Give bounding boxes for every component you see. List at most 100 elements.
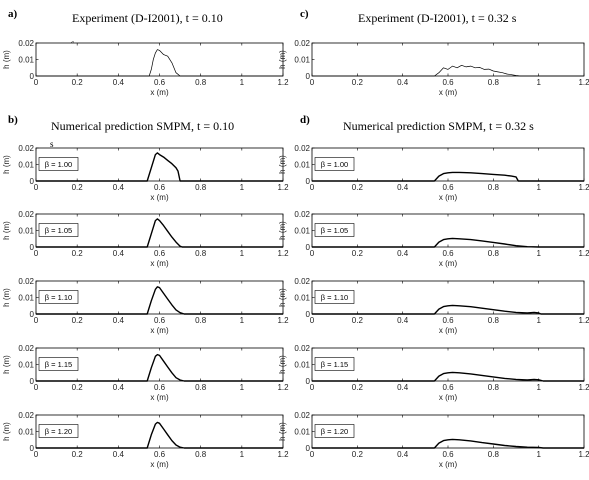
heading-d: d) Numerical prediction SMPM, t = 0.32 s (300, 114, 534, 133)
x-tick-label: 1 (536, 183, 541, 192)
annotation-box (38, 223, 79, 237)
annotation-box (38, 357, 79, 371)
y-tick-label: 0 (30, 243, 35, 252)
plot-a: 0 0.2 0.4 0.6 0.8 1 1.2 0 0.01 0.02 x (m) h (m) (2, 39, 289, 97)
x-tick-label: 0.8 (195, 316, 207, 325)
x-tick-label: 0.4 (397, 78, 409, 87)
series-line (312, 237, 584, 248)
y-tick-label: 0.01 (294, 294, 310, 303)
x-tick-label: 0.6 (442, 78, 454, 87)
y-tick-label: 0.01 (18, 294, 34, 303)
x-tick-label: 0.4 (397, 316, 409, 325)
plot-b2: 0 0.2 0.4 0.6 0.8 1 1.2 0 0.01 0.02 x (m) h (m) β = … (2, 210, 289, 268)
x-tick-label: 0 (310, 183, 315, 192)
x-tick-label: 0.8 (488, 383, 500, 392)
series-line (312, 371, 584, 382)
y-tick-label: 0 (30, 310, 35, 319)
plot-frame (311, 147, 585, 182)
annotation-box (314, 223, 355, 237)
y-tick-label: 0.01 (294, 56, 310, 65)
series-line (312, 64, 584, 77)
y-tick-label: 0.01 (18, 361, 34, 370)
plot-d2: 0 0.2 0.4 0.6 0.8 1 1.2 0 0.01 0.02 x (m) h (m) β = … (278, 210, 589, 268)
y-axis-label: h (m) (278, 355, 287, 374)
x-tick-label: 0 (310, 316, 315, 325)
x-tick-label: 1.2 (277, 183, 289, 192)
y-tick-label: 0.02 (294, 344, 310, 353)
x-tick-label: 0.2 (352, 183, 364, 192)
y-axis-label: h (m) (278, 50, 287, 69)
y-tick-label: 0.02 (18, 411, 34, 420)
y-tick-label: 0.02 (18, 39, 34, 48)
y-tick-label: 0 (306, 72, 311, 81)
x-tick-label: 0.4 (113, 78, 125, 87)
y-tick-label: 0 (30, 72, 35, 81)
x-tick-label: 1 (536, 450, 541, 459)
x-axis-label: x (m) (439, 326, 458, 335)
y-axis-label: h (m) (278, 221, 287, 240)
panel-letter-b: b) (8, 114, 18, 126)
y-tick-label: 0.02 (18, 144, 34, 153)
x-tick-label: 1.2 (277, 249, 289, 258)
plots: 0 0.2 0.4 0.6 0.8 1 1.2 0 0.01 0.02 x (m) h (m) 0 0.2… (2, 39, 589, 469)
y-tick-label: 0.01 (18, 56, 34, 65)
x-tick-label: 0.6 (442, 316, 454, 325)
x-tick-label: 0 (310, 450, 315, 459)
panel-title-c: Experiment (D-I2001), t = 0.32 s (358, 11, 517, 25)
y-tick-label: 0 (306, 177, 311, 186)
heading-a: a) Experiment (D-I2001), t = 0.10 s (8, 8, 223, 48)
x-tick-label: 0.4 (113, 383, 125, 392)
y-tick-label: 0.01 (18, 428, 34, 437)
x-tick-label: 0.8 (195, 383, 207, 392)
series-line (36, 353, 283, 382)
x-tick-label: 0.4 (397, 450, 409, 459)
x-axis-label: x (m) (150, 460, 169, 469)
x-tick-label: 0.6 (442, 183, 454, 192)
y-axis-label: h (m) (278, 422, 287, 441)
x-axis-label: x (m) (439, 460, 458, 469)
panel-letter-a: a) (8, 8, 18, 20)
x-tick-label: 0.4 (113, 183, 125, 192)
plot-frame (311, 42, 585, 77)
x-tick-label: 0 (34, 383, 39, 392)
series-line (312, 304, 584, 315)
series-line (312, 171, 584, 182)
x-tick-label: 0.2 (72, 249, 84, 258)
annotation-box (38, 424, 79, 438)
plot-frame (311, 213, 585, 248)
y-tick-label: 0.02 (294, 277, 310, 286)
x-tick-label: 0.8 (488, 249, 500, 258)
x-tick-label: 0.2 (352, 450, 364, 459)
x-tick-label: 1 (536, 383, 541, 392)
x-axis-label: x (m) (439, 193, 458, 202)
series-line (36, 49, 283, 77)
annotation-box (314, 357, 355, 371)
y-tick-label: 0 (306, 243, 311, 252)
x-tick-label: 0.6 (154, 183, 166, 192)
plot-b5: 0 0.2 0.4 0.6 0.8 1 1.2 0 0.01 0.02 x (m) h (m) β = … (2, 411, 289, 469)
x-tick-label: 0.4 (113, 249, 125, 258)
y-tick-label: 0 (30, 444, 35, 453)
panel-title-a: Experiment (D-I2001), t = 0.10 (72, 11, 223, 25)
x-tick-label: 0.6 (154, 249, 166, 258)
x-tick-label: 0.4 (397, 383, 409, 392)
x-tick-label: 0 (34, 316, 39, 325)
heading-b: b) Numerical prediction SMPM, t = 0.10 s (8, 114, 234, 149)
x-tick-label: 0 (34, 78, 39, 87)
x-tick-label: 1 (240, 450, 245, 459)
plot-c: 0 0.2 0.4 0.6 0.8 1 1.2 0 0.01 0.02 x (m) h (m) (278, 39, 589, 97)
x-tick-label: 0.4 (397, 249, 409, 258)
y-tick-label: 0.02 (294, 411, 310, 420)
y-axis-label: h (m) (2, 155, 11, 174)
beta-annotation: β = 1.05 (321, 226, 348, 235)
x-tick-label: 0.6 (442, 383, 454, 392)
x-tick-label: 0 (34, 450, 39, 459)
y-axis-label: h (m) (278, 155, 287, 174)
plot-d4: 0 0.2 0.4 0.6 0.8 1 1.2 0 0.01 0.02 x (m) h (m) β = … (278, 344, 589, 402)
y-tick-label: 0.02 (294, 39, 310, 48)
y-tick-label: 0.02 (294, 144, 310, 153)
x-tick-label: 0.4 (113, 316, 125, 325)
beta-annotation: β = 1.15 (45, 360, 72, 369)
y-axis-label: h (m) (2, 422, 11, 441)
x-axis-label: x (m) (150, 88, 169, 97)
